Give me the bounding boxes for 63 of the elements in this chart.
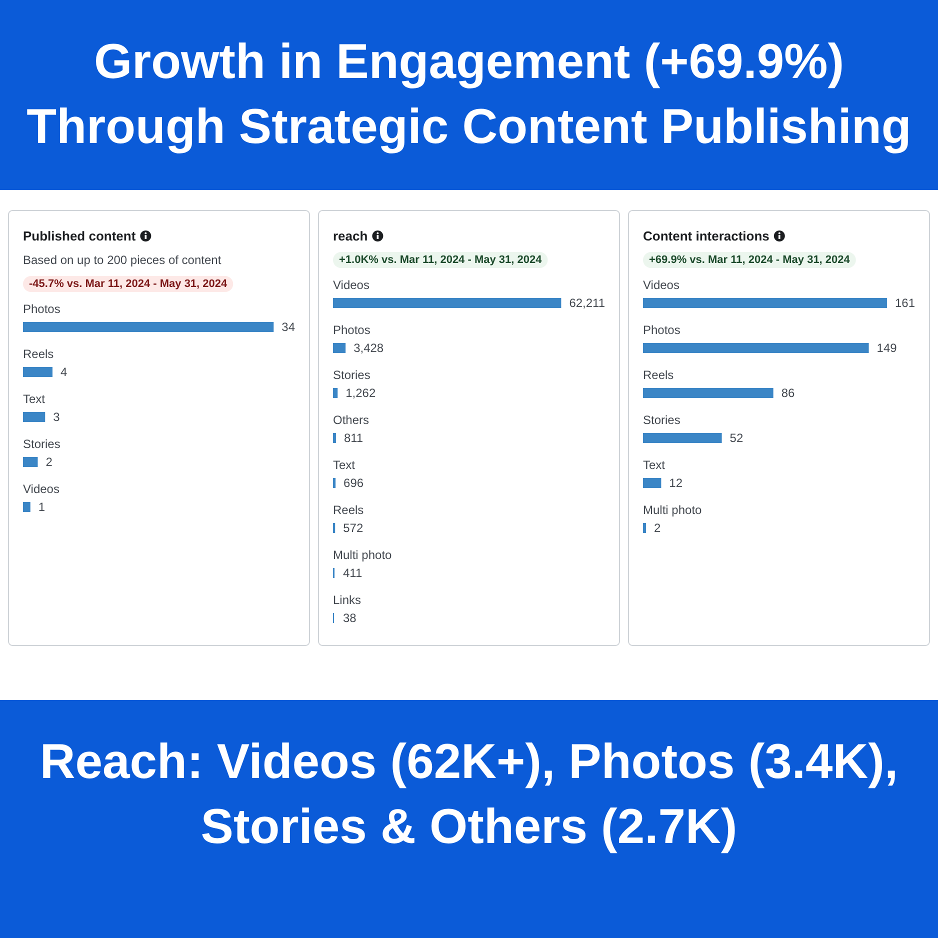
y-tick-label: Multi photo (643, 503, 702, 517)
bar (333, 478, 336, 488)
bar (23, 412, 46, 422)
y-tick-label: Stories (23, 437, 60, 451)
y-tick-label: Photos (643, 323, 680, 337)
data-label: 52 (730, 431, 744, 445)
data-label: 811 (344, 431, 364, 445)
y-tick-label: Videos (643, 278, 680, 292)
text: Reach: Videos (62K+), Photos (3.4K), Stories & Others (2.7K) (40, 735, 898, 854)
bar (643, 478, 662, 488)
y-tick-label: Reels (643, 368, 674, 382)
bar (23, 322, 274, 332)
data-label: 572 (343, 521, 364, 535)
text: Growth in Engagement (+69.9%) Through Strategic Content Publishing (26, 35, 912, 154)
bar (23, 457, 38, 467)
y-tick-label: Others (333, 413, 370, 427)
data-label: 2 (46, 455, 53, 469)
data-label: 149 (876, 341, 898, 355)
chart-title: Content interactions (643, 228, 770, 244)
data-label: 3 (53, 410, 60, 424)
data-label: 2 (654, 521, 662, 535)
bar (643, 433, 722, 443)
y-tick-label: Videos (333, 278, 370, 292)
y-tick-label: Text (643, 458, 666, 472)
annotation: -45.7% vs. Mar 11, 2024 - May 31, 2024 (29, 278, 228, 290)
chart-subtitle: Based on up to 200 pieces of content (23, 253, 222, 267)
bar (23, 502, 30, 512)
y-tick-label: Multi photo (333, 548, 392, 562)
y-tick-label: Reels (23, 347, 54, 361)
data-label: 38 (343, 611, 357, 625)
y-tick-label: Photos (23, 302, 60, 316)
data-label: 3,428 (354, 341, 384, 355)
data-label: 411 (343, 566, 362, 580)
y-tick-label: Text (23, 392, 46, 406)
bar (333, 343, 346, 353)
bar (333, 433, 336, 443)
data-label: 86 (781, 386, 795, 400)
chart-title: reach (333, 228, 368, 244)
chart-title: Published content (23, 228, 136, 244)
bar (333, 298, 562, 308)
y-tick-label: Stories (643, 413, 680, 427)
bar (23, 367, 52, 377)
bar (643, 298, 887, 308)
data-label: 696 (344, 476, 364, 490)
data-label: 1,262 (346, 386, 376, 400)
data-label: 12 (669, 476, 683, 490)
y-tick-label: Reels (333, 503, 364, 517)
data-label: 34 (282, 320, 296, 334)
bar (643, 388, 774, 398)
bar (333, 388, 338, 398)
data-label: 1 (38, 500, 46, 514)
annotation: +69.9% vs. Mar 11, 2024 - May 31, 2024 (649, 254, 851, 266)
bar (643, 523, 646, 533)
y-tick-label: Videos (23, 482, 60, 496)
y-tick-label: Stories (333, 368, 370, 382)
y-tick-label: Text (333, 458, 356, 472)
data-label: 4 (60, 365, 68, 379)
y-tick-label: Photos (333, 323, 370, 337)
annotation: +1.0K% vs. Mar 11, 2024 - May 31, 2024 (339, 254, 543, 266)
data-label: 161 (894, 296, 916, 310)
data-label: 62,211 (569, 296, 606, 310)
y-tick-label: Links (333, 593, 362, 607)
bar (643, 343, 869, 353)
